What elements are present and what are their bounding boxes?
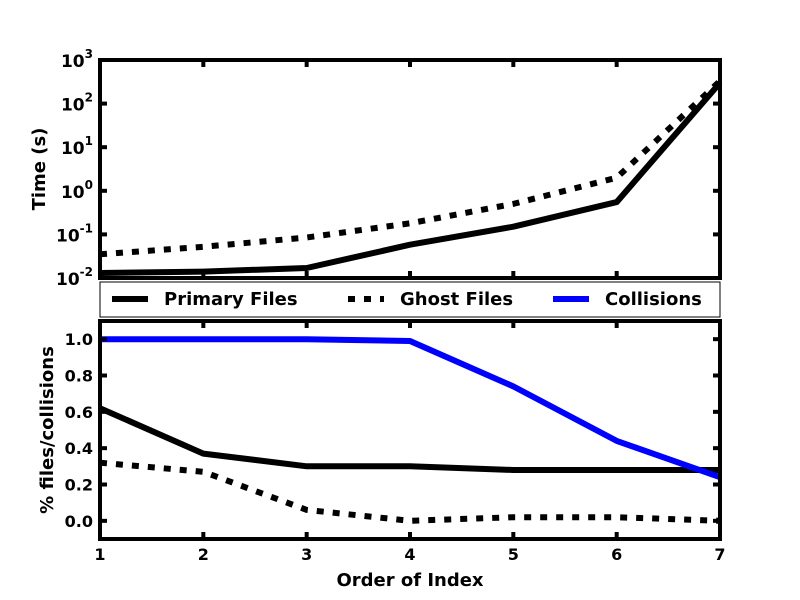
percent-series-primary-files: [98, 405, 720, 473]
legend-label-ghost-files: Ghost Files: [400, 289, 513, 310]
time-y-tick-label: 100: [61, 178, 93, 203]
time-y-tick-label: 103: [61, 47, 93, 72]
legend-label-primary-files: Primary Files: [164, 289, 298, 310]
legend: Primary Files Ghost Files Collisions: [99, 281, 721, 318]
x-tick-label: 5: [508, 545, 519, 564]
legend-label-collisions: Collisions: [605, 289, 702, 310]
time-y-axis-label: Time (s): [29, 128, 50, 211]
time-y-tick-label: 102: [61, 91, 93, 116]
x-tick-label: 4: [404, 545, 415, 564]
percent-y-tick-label: 0.0: [65, 512, 93, 531]
x-tick-label: 2: [198, 545, 209, 564]
percent-plot-frame: [98, 319, 722, 541]
percent-y-tick-label: 0.6: [65, 403, 93, 422]
time-series-lines: [99, 78, 723, 276]
percent-y-tick-label: 0.2: [65, 476, 93, 495]
percent-series-collisions: [100, 336, 721, 481]
time-plot-frame: [98, 58, 722, 280]
x-tick-label: 6: [611, 545, 622, 564]
percent-y-tick-label: 1.0: [65, 330, 93, 349]
time-y-tick-label: 10-1: [56, 221, 93, 246]
percent-series-lines: [98, 336, 721, 524]
x-tick-label: 7: [714, 545, 725, 564]
percent-panel: 0.0 0.2 0.4 0.6 0.8 1.0 1 2 3 4 5 6 7 % files/colli…: [37, 319, 726, 591]
percent-y-axis-label: % files/collisions: [37, 346, 58, 514]
x-tick-label: 1: [94, 545, 105, 564]
time-y-ticks: 10-2 10-1 100 101 102 103: [56, 47, 720, 290]
percent-y-ticks: 0.0 0.2 0.4 0.6 0.8 1.0: [65, 330, 720, 531]
time-series-primary-files: [99, 80, 723, 276]
time-series-ghost-files: [99, 78, 723, 258]
time-y-tick-label: 10-2: [56, 265, 93, 290]
legend-frame: [99, 281, 721, 318]
time-y-tick-label: 101: [61, 134, 93, 159]
percent-y-tick-label: 0.4: [65, 439, 93, 458]
time-panel: 10-2 10-1 100 101 102 103 Time (s): [29, 47, 723, 290]
x-axis-label: Order of Index: [336, 570, 483, 591]
percent-y-tick-label: 0.8: [65, 367, 93, 386]
x-tick-label: 3: [301, 545, 312, 564]
percent-x-ticks: 1 2 3 4 5 6 7: [94, 321, 726, 564]
